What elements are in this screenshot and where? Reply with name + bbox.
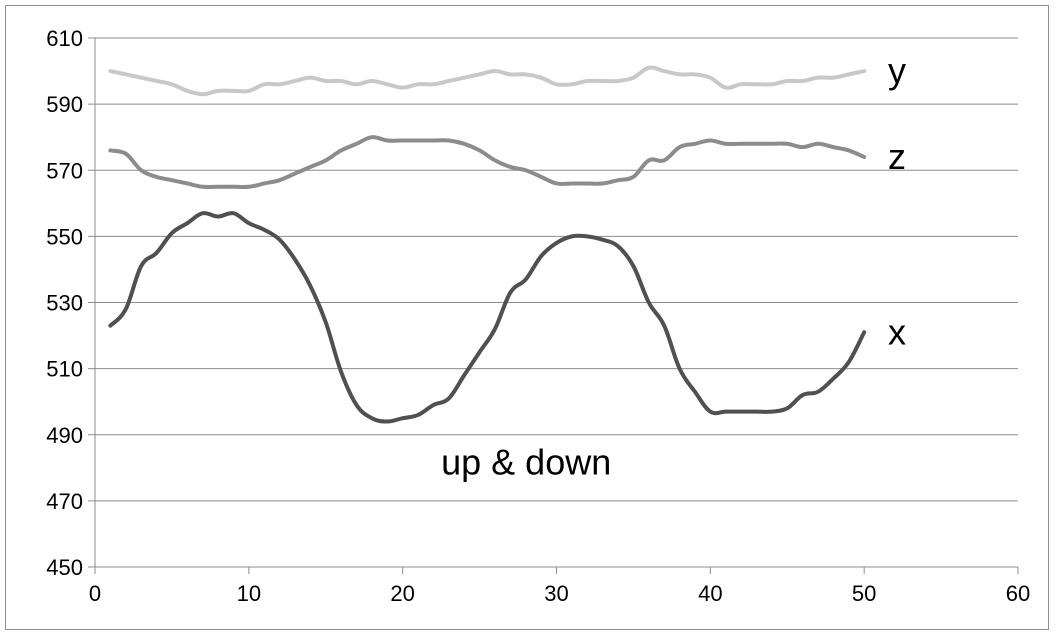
series-labels: y z x	[888, 50, 906, 352]
axes	[88, 37, 1019, 574]
x-tick-label: 60	[1006, 581, 1030, 606]
series-line-y	[108, 65, 867, 97]
series-line-x	[108, 211, 867, 424]
series-lines	[108, 65, 867, 424]
x-tick-label: 40	[698, 581, 722, 606]
x-tick-label: 50	[852, 581, 876, 606]
x-tick-label: 10	[237, 581, 261, 606]
y-tick-label: 450	[46, 555, 83, 580]
gridlines	[95, 37, 1018, 502]
chart-annotation: up & down	[441, 441, 611, 482]
series-line-z	[108, 135, 867, 190]
y-tick-label: 530	[46, 291, 83, 316]
chart-frame	[5, 5, 1049, 630]
y-tick-label: 470	[46, 489, 83, 514]
y-tick-label: 610	[46, 26, 83, 51]
y-tick-label: 510	[46, 357, 83, 382]
series-label-y: y	[888, 50, 906, 91]
y-tick-label: 550	[46, 224, 83, 249]
y-tick-label: 490	[46, 423, 83, 448]
y-tick-label: 570	[46, 158, 83, 183]
x-tick-label: 20	[390, 581, 414, 606]
x-tick-label: 30	[544, 581, 568, 606]
series-label-z: z	[888, 136, 906, 177]
y-tick-label: 590	[46, 92, 83, 117]
x-tick-label: 0	[89, 581, 101, 606]
tick-labels: 450 470 490 510 530 550 570 590 610 0 10 20 30 40 50 60	[46, 26, 1030, 606]
series-label-x: x	[888, 311, 906, 352]
